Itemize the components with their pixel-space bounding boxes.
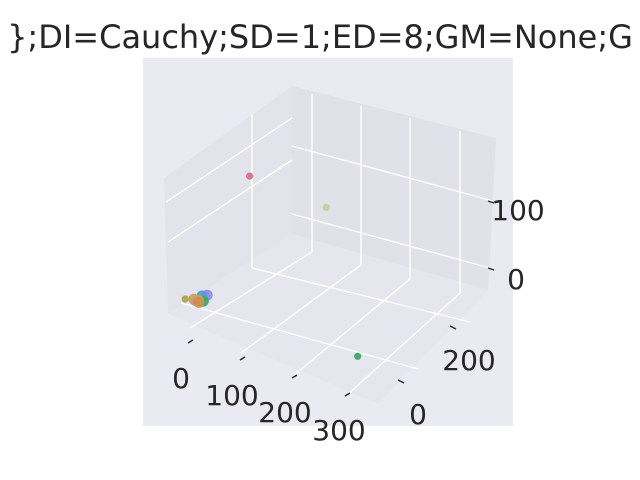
- x-tick-label: 200: [258, 396, 311, 429]
- scatter-point: [322, 203, 330, 211]
- x-tick-label: 0: [172, 362, 190, 395]
- scatter-points: [181, 172, 362, 360]
- x-tick-label: 300: [312, 414, 365, 447]
- grid-lines: [165, 94, 494, 397]
- left-pane: [164, 86, 292, 314]
- y-tick-label: 200: [442, 344, 495, 377]
- scatter-point: [181, 295, 189, 303]
- axis-ticks: [187, 200, 495, 397]
- floor-pane: [168, 234, 488, 404]
- chart-title: };DI=Cauchy;SD=1;ED=8;GM=None;G: [7, 18, 633, 56]
- z-tick-label: 100: [491, 194, 544, 227]
- z-tick-label: 0: [507, 263, 525, 296]
- scatter-point: [246, 172, 254, 180]
- y-tick-label: 0: [409, 398, 427, 431]
- scatter-point: [193, 296, 205, 308]
- scatter-point: [354, 352, 362, 360]
- x-tick-label: 100: [205, 379, 258, 412]
- back-pane: [292, 86, 496, 290]
